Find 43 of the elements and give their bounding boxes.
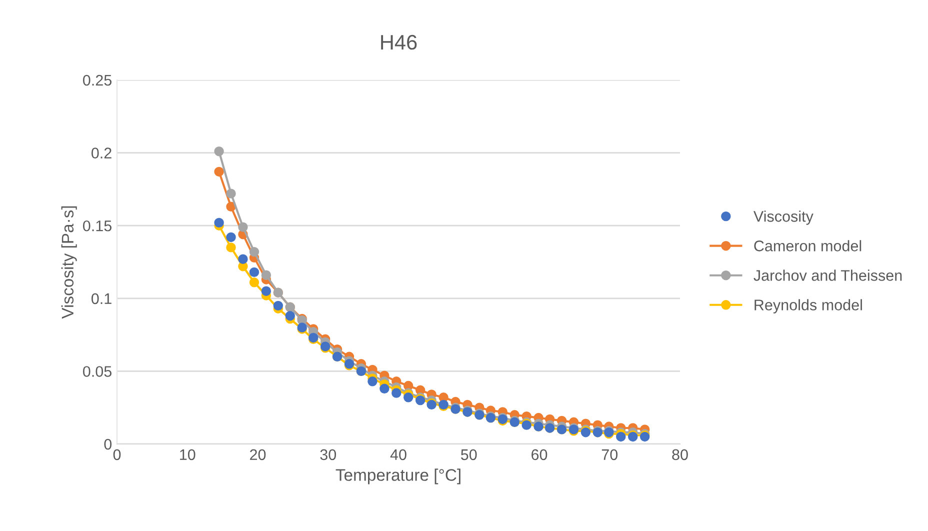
point [238, 222, 248, 232]
point [226, 232, 236, 242]
x-tick-label: 50 [460, 449, 477, 460]
point [249, 278, 260, 288]
y-tick-label: 0.25 [83, 74, 112, 86]
point [214, 166, 224, 177]
x-tick-label: 60 [532, 449, 548, 460]
legend-label: Viscosity [753, 210, 814, 225]
x-tick-label: 40 [390, 449, 406, 460]
point [214, 218, 224, 228]
chart-title: H46 [381, 34, 417, 50]
point [616, 432, 626, 442]
point [238, 254, 248, 264]
y-tick-label: 0.05 [83, 366, 112, 377]
point [261, 286, 272, 296]
point [392, 388, 402, 398]
x-tick-label: 70 [602, 449, 618, 460]
point [226, 202, 236, 212]
point [368, 376, 378, 386]
y-tick-label: 0.15 [83, 220, 112, 232]
point [226, 188, 236, 198]
x-tick-label: 20 [250, 449, 266, 460]
x-tick-label: 30 [320, 449, 336, 460]
point [403, 392, 414, 402]
y-tick-label: 0 [104, 438, 112, 450]
legend-label: Cameron model [754, 240, 862, 252]
y-tick-label: 0.2 [92, 148, 112, 158]
legend-label: Jarchov and Theissen [754, 270, 902, 281]
x-tick-label: 0 [113, 449, 121, 460]
y-axis-title: Viscosity [Pa·s] [61, 206, 77, 319]
point [273, 300, 284, 311]
y-tick-label: 0.1 [92, 293, 112, 304]
point [249, 267, 260, 278]
x-tick-label: 10 [180, 449, 196, 460]
x-tick-label: 80 [672, 449, 688, 460]
point [249, 246, 260, 257]
point [285, 311, 295, 321]
point [261, 270, 272, 280]
point [380, 384, 390, 394]
point [214, 146, 224, 156]
legend-label: Reynolds model [754, 299, 862, 314]
point [226, 242, 236, 252]
x-axis-title: Temperature [°C] [336, 468, 460, 484]
